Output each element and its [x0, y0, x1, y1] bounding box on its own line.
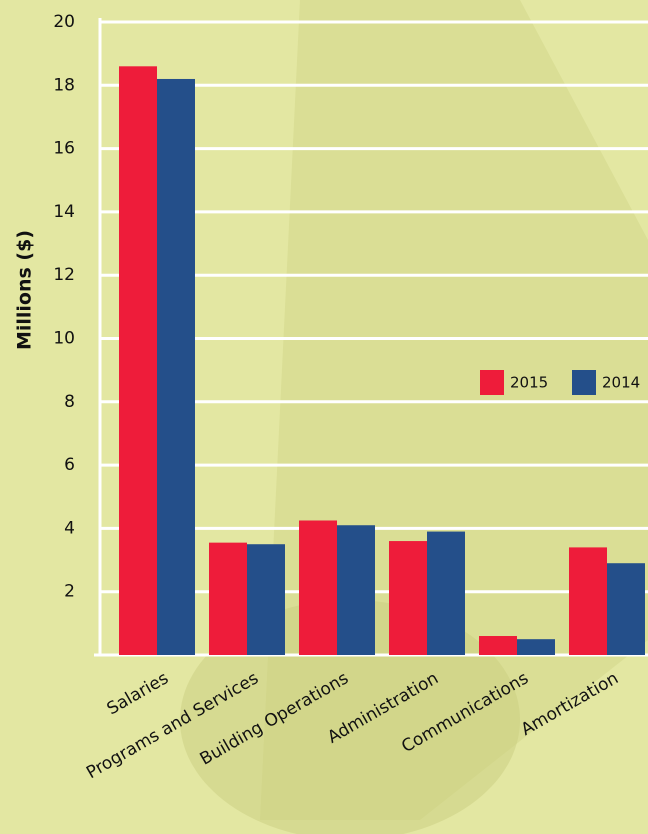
y-tick-label: 14 [53, 202, 75, 222]
bar [209, 542, 247, 655]
bar [247, 544, 285, 655]
bar [479, 636, 517, 655]
background-shape [180, 600, 520, 834]
bar [427, 531, 465, 655]
y-tick-label: 10 [53, 329, 75, 349]
y-tick-label: 16 [53, 139, 75, 159]
y-tick-label: 2 [64, 582, 75, 602]
bar [157, 78, 195, 656]
bar [337, 525, 375, 655]
bar [299, 520, 337, 655]
y-tick-label: 20 [53, 12, 75, 32]
bar [517, 639, 555, 655]
y-tick-label: 12 [53, 265, 75, 285]
y-tick-label: 6 [64, 455, 75, 475]
bar [389, 541, 427, 655]
legend-swatch [480, 370, 504, 395]
legend-label: 2014 [602, 374, 640, 392]
y-tick-label: 18 [53, 75, 75, 95]
y-tick-label: 8 [64, 392, 75, 412]
y-tick-label: 4 [64, 518, 75, 538]
y-axis-label: Millions ($) [14, 230, 36, 350]
bar [569, 547, 607, 655]
legend-label: 2015 [510, 374, 548, 392]
legend-swatch [572, 370, 596, 395]
bar [119, 66, 157, 655]
bar [607, 563, 645, 655]
